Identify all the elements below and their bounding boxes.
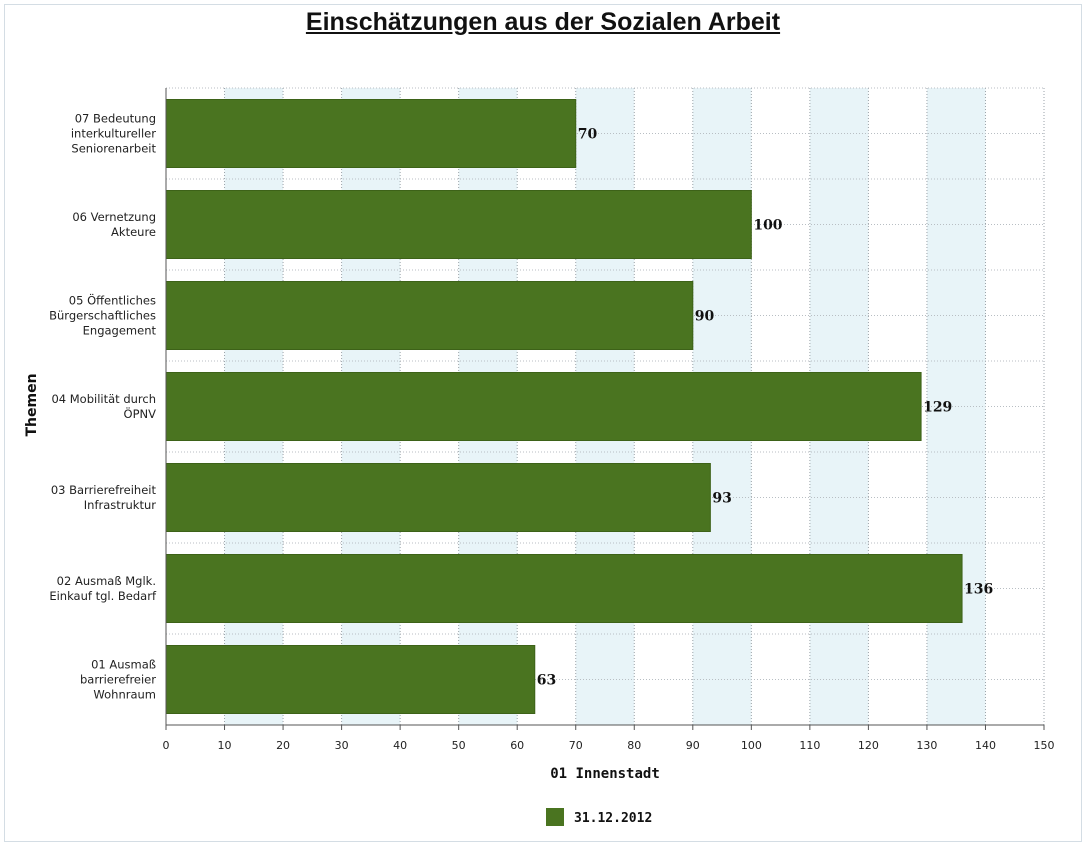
bar xyxy=(165,554,963,623)
x-axis-label: 01 Innenstadt xyxy=(550,766,660,782)
category-label: 07 Bedeutung interkultureller Seniorenarbe… xyxy=(71,112,157,156)
bar xyxy=(165,190,752,259)
bar-value-label: 136 xyxy=(964,582,993,598)
x-tick-label: 50 xyxy=(452,739,466,752)
bar xyxy=(165,463,711,532)
x-tick-label: 30 xyxy=(335,739,349,752)
x-tick-label: 90 xyxy=(686,739,700,752)
category-label: 04 Mobilität durch ÖPNV xyxy=(51,392,156,421)
legend-label: 31.12.2012 xyxy=(574,811,652,826)
category-label: 01 Ausmaß barrierefreier Wohnraum xyxy=(80,658,156,702)
x-tick-label: 130 xyxy=(916,739,937,752)
category-label: 05 Öffentliches Bürgerschaftliches Engagem… xyxy=(49,292,156,338)
bar-value-label: 63 xyxy=(537,673,556,689)
legend-swatch xyxy=(546,808,564,826)
x-tick-label: 40 xyxy=(393,739,407,752)
category-label: 03 Barrierefreiheit Infrastruktur xyxy=(51,483,157,512)
bar xyxy=(165,645,536,714)
axes xyxy=(165,88,1045,730)
x-tick-label: 70 xyxy=(569,739,583,752)
x-tick-label: 0 xyxy=(163,739,170,752)
labels: 0 10 20 30 40 50 60 70 80 90 100 110 120 130 140 150 70 0… xyxy=(49,112,1054,783)
x-tick-label: 20 xyxy=(276,739,290,752)
x-tick-label: 60 xyxy=(510,739,524,752)
x-tick-label: 10 xyxy=(218,739,232,752)
bar-value-label: 100 xyxy=(753,218,782,234)
x-tick-label: 120 xyxy=(858,739,879,752)
bars xyxy=(165,99,963,714)
bar-value-label: 90 xyxy=(695,309,715,325)
x-tick-label: 140 xyxy=(975,739,996,752)
x-tick-label: 150 xyxy=(1034,739,1055,752)
legend: 31.12.2012 xyxy=(546,808,652,826)
bar-value-label: 93 xyxy=(712,491,731,507)
x-tick-label: 110 xyxy=(799,739,820,752)
bar xyxy=(165,99,577,168)
bar xyxy=(165,372,922,441)
category-label: 06 Vernetzung Akteure xyxy=(72,210,156,239)
x-tick-label: 100 xyxy=(741,739,762,752)
x-tick-label: 80 xyxy=(627,739,641,752)
category-label: 02 Ausmaß Mglk. Einkauf tgl. Bedarf xyxy=(49,574,157,603)
chart-title: Einschätzungen aus der Sozialen Arbeit xyxy=(305,8,781,36)
bar-value-label: 129 xyxy=(923,400,952,416)
bar-value-label: 70 xyxy=(578,127,598,143)
bar xyxy=(165,281,694,350)
